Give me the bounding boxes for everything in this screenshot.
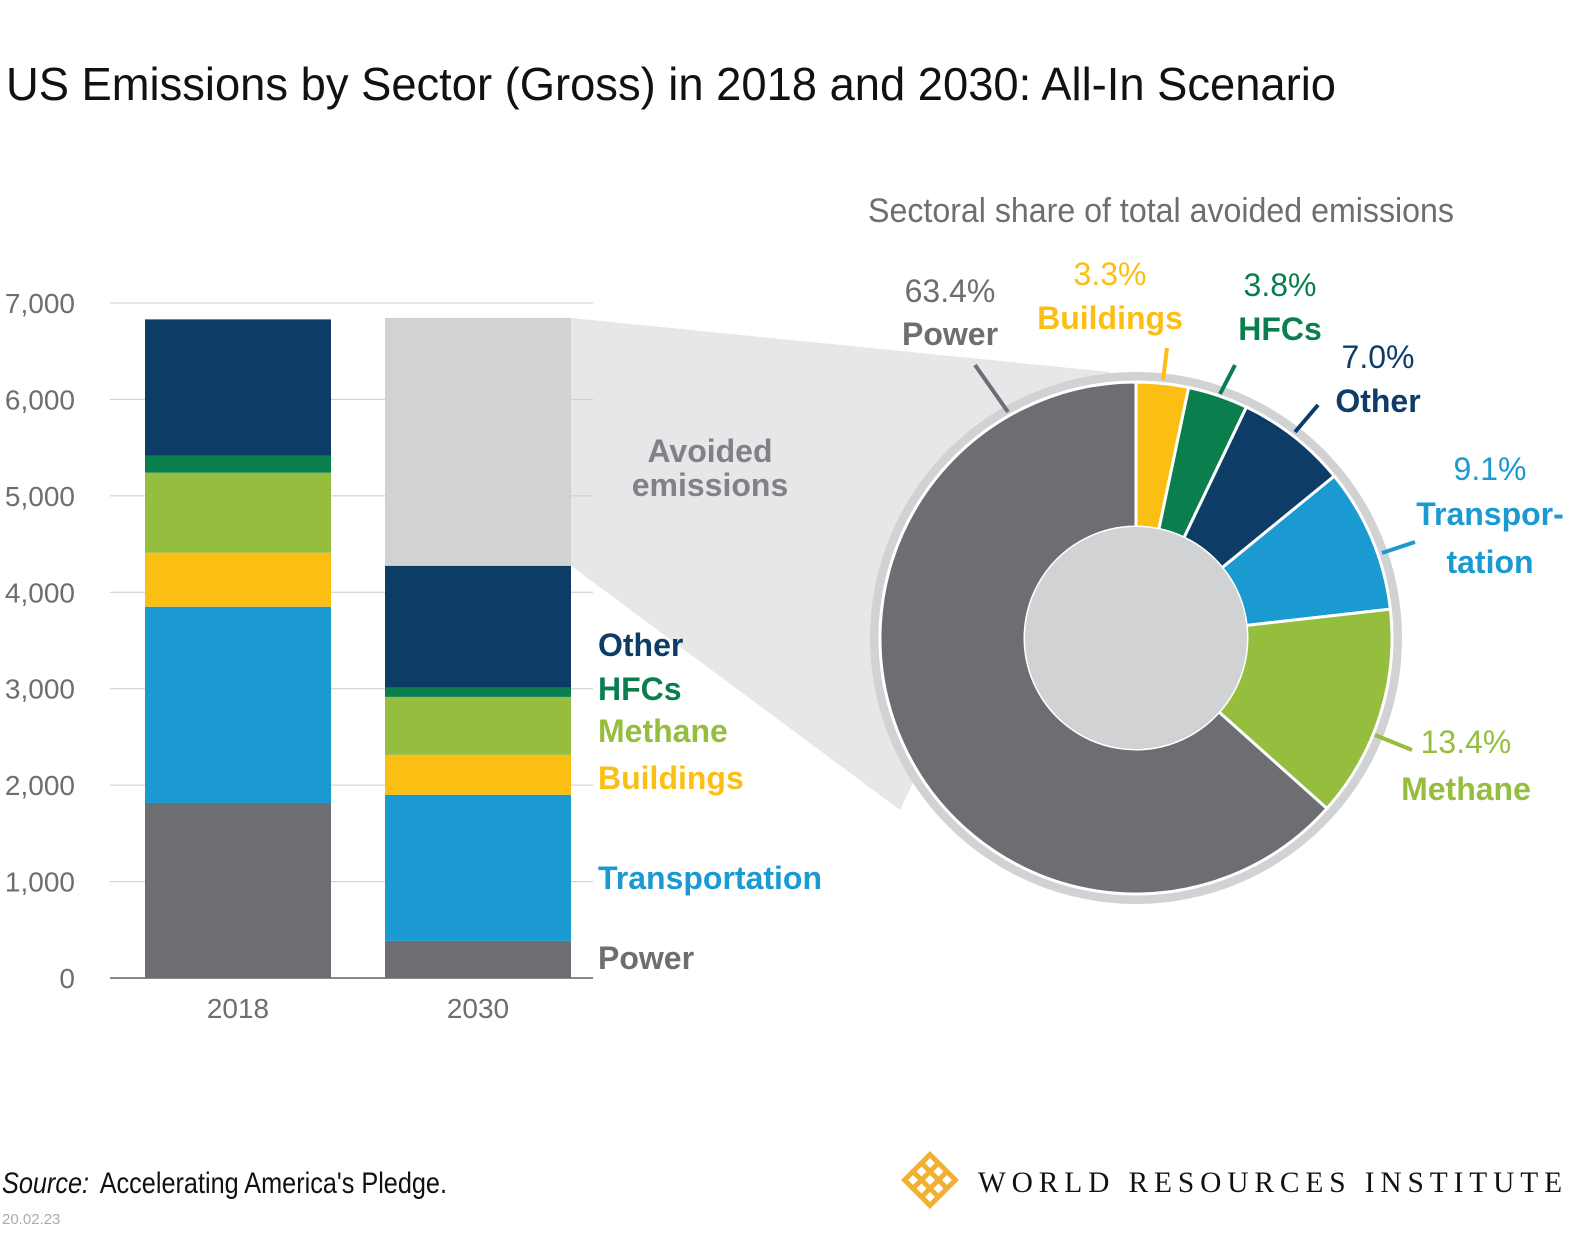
- avoided-emissions-label: emissions: [632, 467, 789, 503]
- wri-logo-text: WORLD RESOURCES INSTITUTE: [978, 1166, 1568, 1199]
- pie-name-label-hfcs: HFCs: [1238, 311, 1322, 347]
- wri-logo-mark-icon: [901, 1151, 959, 1209]
- pie-pct-label-buildings: 3.3%: [1074, 256, 1147, 292]
- svg-text:Source: Accelerating Ame: Source: Accelerating America's Pledge.: [2, 1167, 447, 1200]
- bar-label-power: Power: [598, 940, 694, 976]
- bar-label-buildings: Buildings: [598, 760, 744, 796]
- bar-segment-methane-2030: [385, 696, 571, 755]
- pie-name-label-power: Power: [902, 316, 998, 352]
- source-note: Source: Accelerating America's Pledge.: [2, 1167, 447, 1200]
- chart-title: US Emissions by Sector (Gross) in 2018 a…: [6, 58, 1336, 110]
- pie-pct-label-other: 7.0%: [1342, 339, 1415, 375]
- bar-segment-transportation-2018: [145, 606, 331, 803]
- bar-segment-buildings-2018: [145, 552, 331, 607]
- wri-logo: WORLD RESOURCES INSTITUTE: [901, 1151, 1568, 1209]
- pie-leader-line: [1374, 733, 1413, 752]
- pie-title: Sectoral share of total avoided emission…: [868, 192, 1454, 230]
- donut-hole: [1025, 527, 1247, 749]
- avoided-emissions-label: Avoided: [647, 433, 772, 469]
- bar-label-other: Other: [598, 627, 683, 663]
- pie-leader-line: [1161, 347, 1169, 381]
- bar-segment-other-2030: [385, 565, 571, 688]
- bar-segment-power-2018: [145, 802, 331, 978]
- pie-pct-label-methane: 13.4%: [1421, 724, 1512, 760]
- y-tick-label: 4,000: [5, 577, 75, 608]
- y-tick-label: 2,000: [5, 770, 75, 801]
- pie-name-label-buildings: Buildings: [1037, 300, 1183, 336]
- bar-label-hfcs: HFCs: [598, 671, 682, 707]
- pie-pct-label-hfcs: 3.8%: [1244, 267, 1317, 303]
- pie-leader-line: [1218, 364, 1237, 395]
- bar-label-methane: Methane: [598, 713, 728, 749]
- pie-leader-line: [1381, 540, 1416, 555]
- pie-pct-label-power: 63.4%: [905, 273, 996, 309]
- bar-segment-avoided-emissions-2030: [385, 317, 571, 566]
- bar-segment-other-2018: [145, 319, 331, 456]
- pie-name-label-other: Other: [1335, 383, 1420, 419]
- bar-segment-power-2030: [385, 940, 571, 978]
- pie-name-label-methane: Methane: [1401, 771, 1531, 807]
- x-tick-label: 2030: [447, 993, 509, 1024]
- pie-name-label-transportation: Transpor-: [1416, 496, 1564, 532]
- bar-segment-transportation-2030: [385, 794, 571, 941]
- source-label: Source:: [2, 1167, 89, 1200]
- y-tick-label: 6,000: [5, 384, 75, 415]
- pie-pct-label-transportation: 9.1%: [1454, 451, 1527, 487]
- y-tick-label: 3,000: [5, 674, 75, 705]
- y-tick-label: 0: [59, 963, 75, 994]
- y-tick-label: 7,000: [5, 288, 75, 319]
- bar-segment-hfcs-2018: [145, 455, 331, 473]
- y-tick-label: 1,000: [5, 867, 75, 898]
- bar-segment-buildings-2030: [385, 754, 571, 795]
- x-tick-label: 2018: [207, 993, 269, 1024]
- source-text: Accelerating America's Pledge.: [100, 1167, 447, 1200]
- date-stamp: 20.02.23: [2, 1211, 60, 1228]
- y-tick-label: 5,000: [5, 481, 75, 512]
- bar-label-transportation: Transportation: [598, 860, 822, 896]
- pie-leader-line: [1293, 403, 1320, 434]
- pie-name-label-transportation: tation: [1446, 544, 1533, 580]
- bar-segment-methane-2018: [145, 472, 331, 553]
- pie-leader-line: [973, 363, 1010, 414]
- bar-segment-hfcs-2030: [385, 687, 571, 697]
